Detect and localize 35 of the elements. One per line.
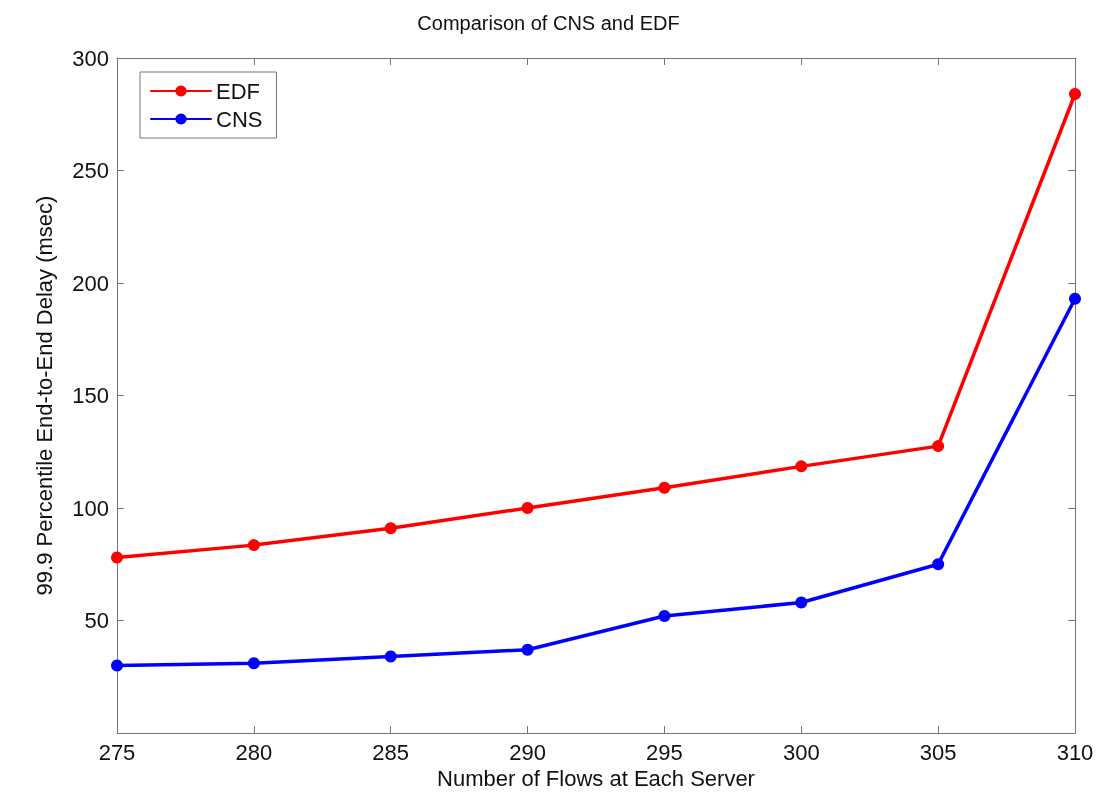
x-tick-label: 300 [782, 739, 820, 765]
y-tick-label: 150 [72, 383, 109, 408]
x-tick-label: 310 [1056, 739, 1094, 765]
y-tick-label: 50 [84, 608, 109, 633]
x-tick-label: 305 [919, 739, 957, 765]
y-tick-label: 250 [72, 158, 109, 183]
point [795, 460, 808, 473]
x-tick-label: 290 [509, 739, 546, 765]
y-tick-label: 200 [72, 270, 109, 296]
point [658, 610, 671, 622]
point [932, 558, 945, 571]
legend-label: CNS [216, 106, 263, 132]
x-tick-label: 285 [372, 739, 410, 765]
legend-label: EDF [216, 78, 260, 104]
y-tick-label: 300 [72, 45, 109, 71]
x-tick-label: 295 [646, 739, 683, 765]
point [1069, 88, 1081, 100]
y-tick-label: 100 [72, 495, 109, 521]
point [384, 522, 397, 535]
point [658, 481, 671, 494]
point [111, 551, 123, 564]
point [521, 643, 534, 656]
x-axis-title: Number of Flows at Each Server [437, 766, 755, 792]
point [247, 657, 260, 670]
y-axis-title: 99.9 Percentile End-to-End Delay (msec) [31, 195, 57, 596]
point [1069, 292, 1081, 305]
point [521, 502, 534, 514]
x-tick-label: 275 [98, 739, 136, 765]
point [932, 440, 945, 453]
chart-title: Comparison of CNS and EDF [417, 12, 680, 34]
point [111, 659, 123, 672]
x-tick-label: 280 [235, 739, 273, 765]
point [247, 539, 260, 552]
point [795, 596, 808, 609]
point [384, 650, 397, 663]
